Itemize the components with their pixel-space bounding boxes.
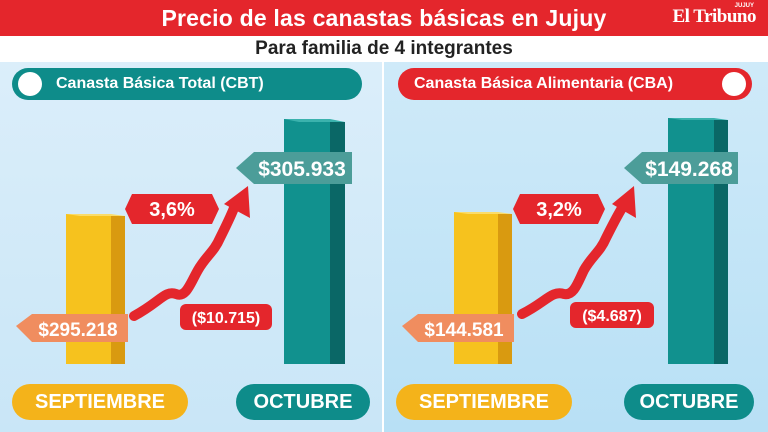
value-label-septiembre: $295.218 xyxy=(38,320,117,341)
cba-label-septiembre: $144.581 xyxy=(402,314,514,342)
brand-logo: El Tribuno xyxy=(672,6,756,27)
arrow-path xyxy=(517,203,627,319)
panel-cbt: Canasta Básica Total (CBT) 3,6% ($10.715… xyxy=(0,62,384,432)
cba-change-abs: ($4.687) xyxy=(570,302,654,328)
growth-arrow xyxy=(517,186,636,319)
brand-region: JUJUY xyxy=(734,3,754,9)
month-octubre: OCTUBRE xyxy=(624,384,754,420)
arrow-head xyxy=(612,186,636,218)
page-title: Precio de las canastas básicas en Jujuy xyxy=(161,4,607,31)
panel-cba: Canasta Básica Alimentaria (CBA) 3,2% ($… xyxy=(384,62,768,432)
subtitle: Para familia de 4 integrantes xyxy=(0,36,768,62)
bar-top xyxy=(454,212,512,214)
arrow-path xyxy=(129,203,239,321)
cba-chart: 3,2% ($4.687) $144.581 $149.268 xyxy=(402,118,738,364)
cba-title-pill: Canasta Básica Alimentaria (CBA) xyxy=(398,68,752,100)
bar-top xyxy=(66,214,125,216)
arrow-head xyxy=(224,186,250,218)
value-label-septiembre: $144.581 xyxy=(424,320,504,341)
cbt-change-abs: ($10.715) xyxy=(180,304,272,330)
cbt-change-pct: 3,6% xyxy=(125,194,219,224)
month-septiembre: SEPTIEMBRE xyxy=(396,384,572,420)
header-bar: Precio de las canastas básicas en Jujuy … xyxy=(0,0,768,36)
cbt-label-octubre: $305.933 xyxy=(236,152,352,184)
value-label-octubre: $305.933 xyxy=(258,158,346,181)
cba-title: Canasta Básica Alimentaria (CBA) xyxy=(414,75,674,92)
cbt-chart: 3,6% ($10.715) $295.218 $305.933 xyxy=(16,119,352,364)
growth-arrow xyxy=(129,186,250,321)
bar-top xyxy=(284,119,345,122)
cba-label-octubre: $149.268 xyxy=(624,152,738,184)
cbt-label-septiembre: $295.218 xyxy=(16,314,128,342)
month-septiembre: SEPTIEMBRE xyxy=(12,384,188,420)
cba-change-pct: 3,2% xyxy=(513,194,605,224)
cbt-title: Canasta Básica Total (CBT) xyxy=(56,75,264,92)
dot-icon xyxy=(722,72,746,96)
change-abs-text: ($4.687) xyxy=(582,308,642,325)
bar-top xyxy=(668,118,728,120)
value-label-octubre: $149.268 xyxy=(645,158,733,181)
change-pct-text: 3,6% xyxy=(149,199,195,221)
month-octubre: OCTUBRE xyxy=(236,384,370,420)
cbt-title-pill: Canasta Básica Total (CBT) xyxy=(12,68,362,100)
dot-icon xyxy=(18,72,42,96)
change-pct-text: 3,2% xyxy=(536,199,582,221)
change-abs-text: ($10.715) xyxy=(192,310,261,327)
